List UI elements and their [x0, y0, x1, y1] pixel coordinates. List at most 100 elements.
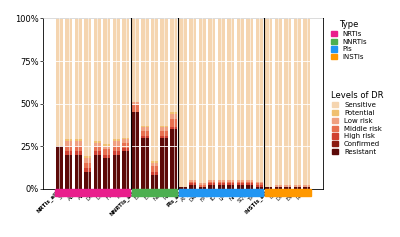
Bar	[122, 148, 130, 151]
Bar	[94, 151, 101, 155]
Bar	[122, 139, 130, 143]
Bar	[113, 151, 120, 155]
Bar	[237, 185, 244, 189]
Bar	[294, 185, 301, 187]
Bar	[65, 139, 72, 141]
Bar	[160, 137, 168, 189]
Bar	[237, 183, 244, 185]
Legend: Sensitive, Potential, Low risk, Middle risk, High risk, Confirmed, Resistant: Sensitive, Potential, Low risk, Middle r…	[330, 90, 385, 156]
Bar	[198, 187, 206, 189]
Bar	[141, 136, 148, 137]
Bar	[189, 185, 196, 189]
Bar	[151, 175, 158, 189]
Bar	[180, 18, 187, 187]
Bar	[170, 114, 177, 119]
Bar	[208, 185, 215, 189]
Bar	[122, 143, 130, 148]
Bar	[65, 141, 72, 146]
Bar	[84, 156, 91, 158]
Bar	[141, 126, 148, 127]
Bar	[160, 18, 168, 126]
Bar	[94, 18, 101, 141]
Bar	[237, 182, 244, 183]
Bar	[170, 129, 177, 189]
Bar	[103, 155, 110, 158]
Bar	[160, 127, 168, 131]
Bar	[237, 180, 244, 182]
Bar	[132, 189, 177, 196]
Bar	[122, 137, 130, 139]
Bar	[94, 146, 101, 151]
Bar	[294, 18, 301, 185]
Bar	[132, 102, 139, 105]
Bar	[218, 185, 225, 189]
Bar	[189, 18, 196, 180]
Bar	[75, 151, 82, 155]
Bar	[198, 185, 206, 187]
Bar	[198, 183, 206, 185]
Bar	[208, 180, 215, 182]
Bar	[179, 189, 263, 196]
Bar	[256, 185, 263, 187]
Bar	[284, 18, 291, 185]
Bar	[275, 187, 282, 189]
Bar	[180, 187, 187, 189]
Bar	[56, 18, 63, 146]
Bar	[256, 183, 263, 185]
Bar	[227, 185, 234, 189]
Bar	[303, 185, 310, 187]
Bar	[246, 183, 253, 185]
Bar	[56, 189, 130, 196]
Bar	[103, 144, 110, 146]
Bar	[170, 127, 177, 129]
Bar	[113, 139, 120, 141]
Bar	[75, 139, 82, 141]
Bar	[218, 180, 225, 182]
Bar	[113, 155, 120, 189]
Bar	[94, 155, 101, 189]
Bar	[65, 155, 72, 189]
Bar	[198, 18, 206, 183]
Bar	[84, 168, 91, 172]
Bar	[227, 182, 234, 183]
Bar	[56, 146, 63, 189]
Bar	[284, 187, 291, 189]
Bar	[84, 172, 91, 189]
Bar	[141, 137, 148, 189]
Bar	[284, 185, 291, 187]
Bar	[141, 131, 148, 136]
Bar	[275, 18, 282, 185]
Bar	[303, 187, 310, 189]
Bar	[65, 146, 72, 151]
Bar	[151, 172, 158, 175]
Bar	[75, 141, 82, 146]
Bar	[265, 18, 272, 187]
Bar	[275, 185, 282, 187]
Bar	[94, 143, 101, 146]
Bar	[294, 187, 301, 189]
Bar	[103, 150, 110, 155]
Bar	[113, 18, 120, 139]
Bar	[151, 163, 158, 166]
Bar	[103, 18, 110, 144]
Bar	[227, 180, 234, 182]
Bar	[94, 141, 101, 143]
Bar	[65, 18, 72, 139]
Bar	[246, 185, 253, 189]
Bar	[75, 155, 82, 189]
Bar	[189, 183, 196, 185]
Bar	[208, 18, 215, 180]
Bar	[208, 182, 215, 183]
Bar	[132, 112, 139, 189]
Bar	[84, 163, 91, 168]
Bar	[237, 18, 244, 180]
Bar	[160, 136, 168, 137]
Bar	[103, 158, 110, 189]
Bar	[189, 182, 196, 183]
Bar	[303, 18, 310, 185]
Bar	[84, 18, 91, 156]
Bar	[170, 112, 177, 114]
Bar	[265, 189, 311, 196]
Bar	[103, 146, 110, 150]
Bar	[218, 18, 225, 180]
